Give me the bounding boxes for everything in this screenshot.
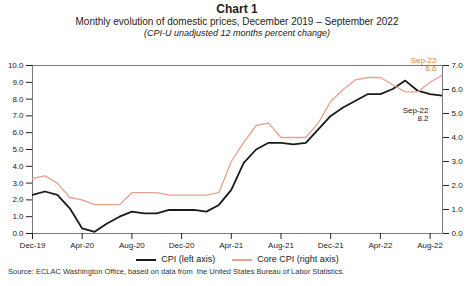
svg-text:6.0: 6.0	[12, 128, 24, 137]
svg-text:0.0: 0.0	[12, 229, 24, 238]
svg-text:Dec-21: Dec-21	[318, 241, 344, 250]
svg-text:Aug-20: Aug-20	[119, 241, 145, 250]
svg-text:3.0: 3.0	[452, 157, 464, 166]
html-text:Chart 1: Chart 1	[216, 2, 258, 16]
svg-text:9.0: 9.0	[12, 78, 24, 87]
svg-text:Aug-21: Aug-21	[268, 241, 294, 250]
html-text:CPI (left axis): CPI (left axis)	[161, 254, 216, 264]
svg-text:0.0: 0.0	[452, 229, 464, 238]
svg-text:2.0: 2.0	[452, 181, 464, 190]
svg-text:8.0: 8.0	[12, 95, 24, 104]
html-text:Core CPI (right axis): Core CPI (right axis)	[257, 254, 339, 264]
svg-text:Dec-19: Dec-19	[20, 241, 46, 250]
svg-text:2.0: 2.0	[12, 195, 24, 204]
svg-text:4.0: 4.0	[12, 162, 24, 171]
svg-text:3.0: 3.0	[12, 179, 24, 188]
svg-text:7.0: 7.0	[12, 111, 24, 120]
html-text:(CPI-U unadjusted 12 months pe: (CPI-U unadjusted 12 months percent chan…	[143, 28, 330, 38]
svg-text:Aug-22: Aug-22	[417, 241, 443, 250]
svg-text:7.0: 7.0	[452, 61, 464, 70]
svg-text:10.0: 10.0	[8, 61, 24, 70]
svg-text:Apr-22: Apr-22	[368, 241, 393, 250]
svg-text:5.0: 5.0	[452, 109, 464, 118]
html-text:Source: ECLAC Washington Offic: Source: ECLAC Washington Office, based o…	[8, 267, 345, 276]
svg-text:Sep-226.6: Sep-226.6	[411, 56, 437, 73]
svg-text:Apr-21: Apr-21	[219, 241, 244, 250]
svg-text:Apr-20: Apr-20	[70, 241, 95, 250]
html-text:Monthly evolution of domestic: Monthly evolution of domestic prices, De…	[75, 16, 399, 27]
svg-text:6.0: 6.0	[452, 85, 464, 94]
svg-text:1.0: 1.0	[12, 212, 24, 221]
svg-text:4.0: 4.0	[452, 133, 464, 142]
svg-text:5.0: 5.0	[12, 145, 24, 154]
svg-text:1.0: 1.0	[452, 205, 464, 214]
svg-text:Sep-228.2: Sep-228.2	[403, 106, 429, 123]
svg-text:Dec-20: Dec-20	[169, 241, 195, 250]
